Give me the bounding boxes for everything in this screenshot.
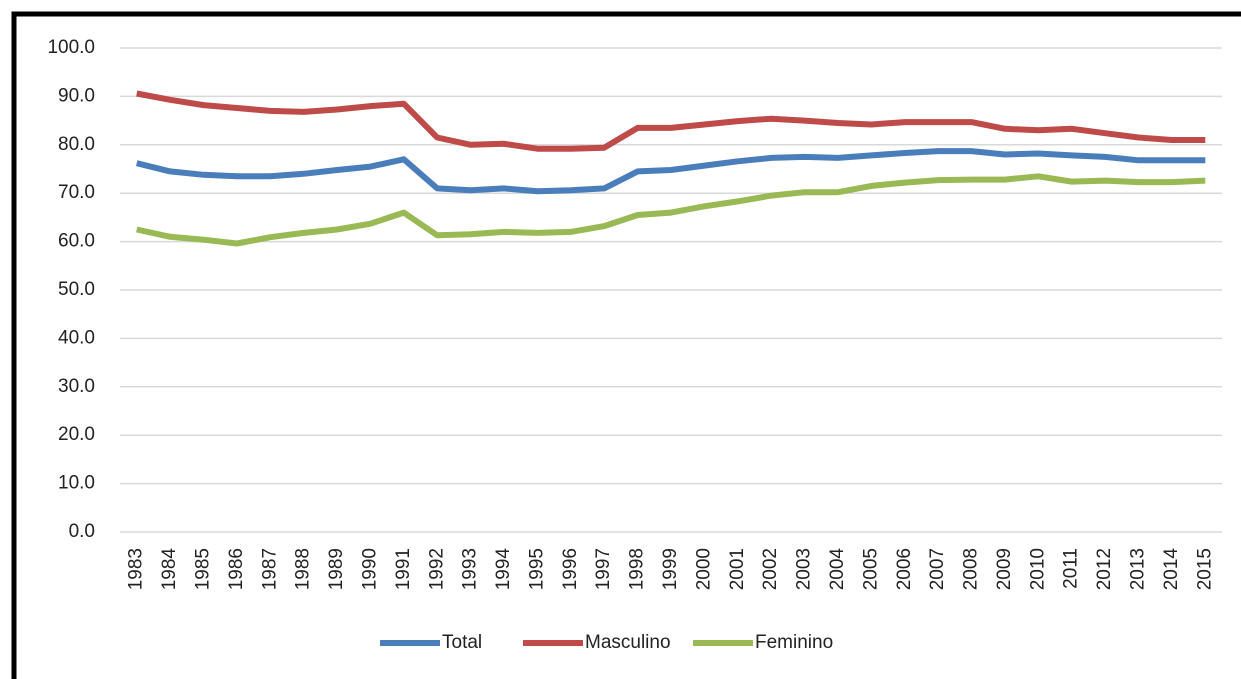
x-tick-label: 2007 xyxy=(927,548,948,590)
y-tick-label: 20.0 xyxy=(58,424,95,445)
x-tick-label: 1991 xyxy=(393,548,414,590)
x-tick-label: 1987 xyxy=(259,548,280,590)
y-tick-label: 100.0 xyxy=(47,37,95,58)
series-line xyxy=(136,90,1206,152)
chart-frame xyxy=(11,11,1241,679)
x-tick-label: 2000 xyxy=(693,548,714,590)
x-tick-label: 1996 xyxy=(560,548,581,590)
y-tick-label: 60.0 xyxy=(58,231,95,252)
x-tick-label: 2009 xyxy=(994,548,1015,590)
series-line xyxy=(136,173,1206,247)
x-tick-label: 2004 xyxy=(827,548,848,591)
x-tick-label: 2010 xyxy=(1027,548,1048,590)
x-tick-label: 1998 xyxy=(627,548,648,590)
x-tick-label: 1985 xyxy=(193,548,214,590)
y-tick-label: 30.0 xyxy=(58,376,95,397)
x-tick-label: 1994 xyxy=(493,548,514,591)
x-tick-label: 1995 xyxy=(526,548,547,590)
x-tick-label: 1990 xyxy=(359,548,380,590)
x-tick-label: 1992 xyxy=(426,548,447,590)
x-tick-label: 1997 xyxy=(593,548,614,590)
x-tick-label: 1984 xyxy=(159,548,180,591)
legend-label: Feminino xyxy=(755,632,833,653)
x-tick-label: 2001 xyxy=(727,548,748,590)
x-tick-label: 2013 xyxy=(1128,548,1149,590)
y-tick-label: 50.0 xyxy=(58,279,95,300)
x-tick-label: 2008 xyxy=(961,548,982,590)
x-tick-label: 1988 xyxy=(293,548,314,590)
x-tick-label: 1986 xyxy=(226,548,247,590)
x-tick-label: 1993 xyxy=(460,548,481,590)
x-tick-label: 2003 xyxy=(794,548,815,590)
legend-label: Masculino xyxy=(585,632,671,653)
x-tick-label: 2006 xyxy=(894,548,915,590)
x-tick-label: 2002 xyxy=(760,548,781,590)
x-tick-label: 1989 xyxy=(326,548,347,590)
x-tick-label: 2012 xyxy=(1094,548,1115,590)
series-line xyxy=(135,148,1206,195)
y-tick-label: 40.0 xyxy=(58,327,95,348)
x-tick-label: 2015 xyxy=(1194,548,1215,590)
x-tick-label: 1983 xyxy=(126,548,147,590)
x-tick-label: 2011 xyxy=(1061,548,1082,589)
y-tick-label: 90.0 xyxy=(58,85,95,106)
x-tick-label: 2014 xyxy=(1161,548,1182,591)
x-tick-label: 2005 xyxy=(860,548,881,590)
y-tick-label: 0.0 xyxy=(69,521,95,542)
x-tick-label: 1999 xyxy=(660,548,681,590)
legend-label: Total xyxy=(442,632,482,653)
y-tick-label: 80.0 xyxy=(58,134,95,155)
y-tick-label: 70.0 xyxy=(58,182,95,203)
y-tick-label: 10.0 xyxy=(58,473,95,494)
